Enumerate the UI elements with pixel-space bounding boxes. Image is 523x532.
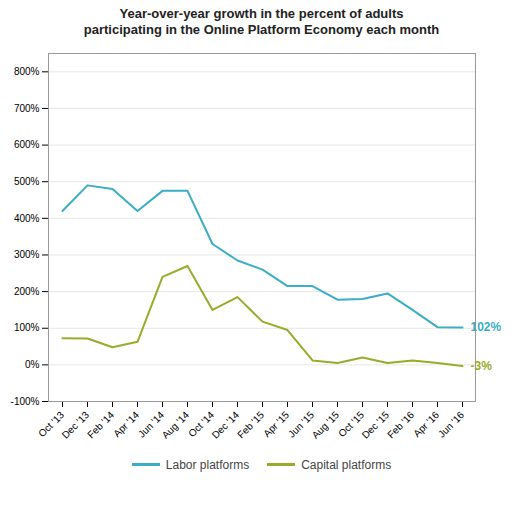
svg-text:Jun '14: Jun '14 xyxy=(135,408,167,440)
html-text:Capital platforms: Capital platforms xyxy=(301,457,392,472)
svg-text:Feb '16: Feb '16 xyxy=(385,408,416,439)
svg-text:Feb '14: Feb '14 xyxy=(85,408,116,439)
svg-text:Oct '15: Oct '15 xyxy=(336,408,367,439)
svg-text:Aug '14: Aug '14 xyxy=(160,408,192,440)
svg-text:600%: 600% xyxy=(14,139,40,150)
svg-text:-100%: -100% xyxy=(11,395,40,406)
svg-text:Jun '16: Jun '16 xyxy=(436,408,467,439)
svg-text:400%: 400% xyxy=(14,212,40,223)
svg-text:100%: 100% xyxy=(14,322,40,333)
svg-text:0%: 0% xyxy=(25,359,40,370)
svg-text:300%: 300% xyxy=(14,249,40,260)
svg-text:102%: 102% xyxy=(471,320,502,334)
svg-text:200%: 200% xyxy=(14,285,40,296)
html-text:Labor platforms: Labor platforms xyxy=(165,457,250,472)
svg-text:-3%: -3% xyxy=(471,358,493,372)
svg-text:Apr '14: Apr '14 xyxy=(111,408,141,438)
svg-text:Oct '14: Oct '14 xyxy=(186,408,217,439)
svg-text:Dec '14: Dec '14 xyxy=(210,408,242,440)
svg-text:Aug '15: Aug '15 xyxy=(310,408,342,440)
svg-text:Dec '15: Dec '15 xyxy=(360,408,392,440)
svg-text:800%: 800% xyxy=(14,66,40,77)
svg-text:Jun '15: Jun '15 xyxy=(285,408,317,440)
svg-text:Apr '16: Apr '16 xyxy=(411,408,441,438)
svg-text:Feb '15: Feb '15 xyxy=(235,408,266,439)
html-text:Year-over-year growth in the p: Year-over-year growth in the percent of … xyxy=(83,6,440,38)
svg-text:500%: 500% xyxy=(14,175,40,186)
svg-text:Oct '13: Oct '13 xyxy=(36,408,67,439)
svg-text:Dec '13: Dec '13 xyxy=(60,408,92,440)
svg-text:700%: 700% xyxy=(14,102,40,113)
svg-text:Apr '15: Apr '15 xyxy=(261,408,291,438)
